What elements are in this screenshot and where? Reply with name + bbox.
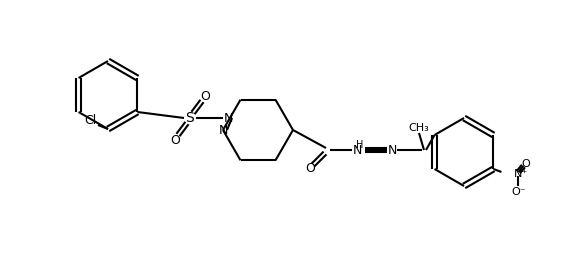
Text: H: H: [357, 140, 363, 150]
Text: N: N: [223, 111, 233, 125]
Text: N: N: [218, 123, 228, 136]
Text: CH₃: CH₃: [408, 123, 429, 133]
Text: O: O: [200, 90, 210, 102]
Text: O: O: [170, 133, 180, 147]
Text: O: O: [305, 161, 315, 175]
Text: O⁻: O⁻: [511, 187, 526, 197]
Text: N: N: [353, 143, 362, 157]
Text: S: S: [185, 111, 194, 125]
Text: N⁺: N⁺: [513, 169, 528, 179]
Text: N: N: [387, 143, 397, 157]
Text: Cl: Cl: [84, 115, 96, 128]
Text: O: O: [521, 159, 530, 169]
